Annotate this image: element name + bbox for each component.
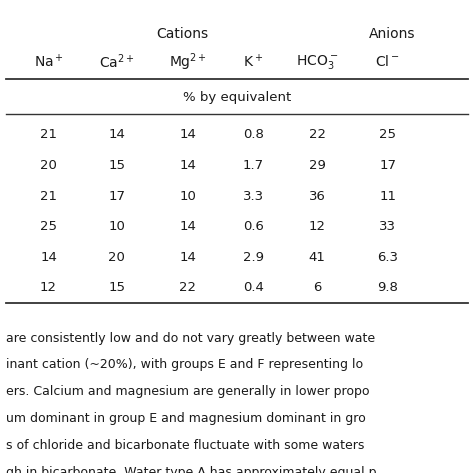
Text: 14: 14 [109,128,125,141]
Text: Na$^+$: Na$^+$ [34,53,64,71]
Text: s of chloride and bicarbonate fluctuate with some waters: s of chloride and bicarbonate fluctuate … [6,439,365,452]
Text: 14: 14 [179,128,196,141]
Text: 14: 14 [179,159,196,172]
Text: 22: 22 [179,282,196,294]
Text: 12: 12 [309,220,326,233]
Text: 10: 10 [109,220,125,233]
Text: 21: 21 [40,190,57,202]
Text: 3.3: 3.3 [243,190,264,202]
Text: 6.3: 6.3 [377,251,398,264]
Text: 25: 25 [379,128,396,141]
Text: K$^+$: K$^+$ [244,53,264,71]
Text: 6: 6 [313,282,321,294]
Text: Cations: Cations [157,27,209,41]
Text: gh in bicarbonate. Water type A has approximately equal p: gh in bicarbonate. Water type A has appr… [6,466,377,474]
Text: 21: 21 [40,128,57,141]
Text: Ca$^{2+}$: Ca$^{2+}$ [99,53,135,71]
Text: 11: 11 [379,190,396,202]
Text: % by equivalent: % by equivalent [183,91,291,104]
Text: are consistently low and do not vary greatly between wate: are consistently low and do not vary gre… [6,331,375,345]
Text: HCO$_3^-$: HCO$_3^-$ [296,53,338,71]
Text: 36: 36 [309,190,326,202]
Text: 20: 20 [40,159,57,172]
Text: 9.8: 9.8 [377,282,398,294]
Text: 33: 33 [379,220,396,233]
Text: inant cation (~20%), with groups E and F representing lo: inant cation (~20%), with groups E and F… [6,358,363,372]
Text: 20: 20 [109,251,125,264]
Text: 14: 14 [179,220,196,233]
Text: 17: 17 [109,190,125,202]
Text: 10: 10 [179,190,196,202]
Text: 2.9: 2.9 [243,251,264,264]
Text: 22: 22 [309,128,326,141]
Text: 14: 14 [40,251,57,264]
Text: Mg$^{2+}$: Mg$^{2+}$ [169,51,207,73]
Text: um dominant in group E and magnesium dominant in gro: um dominant in group E and magnesium dom… [6,412,366,425]
Text: 25: 25 [40,220,57,233]
Text: Cl$^-$: Cl$^-$ [375,55,400,69]
Text: 0.8: 0.8 [243,128,264,141]
Text: 14: 14 [179,251,196,264]
Text: 0.6: 0.6 [243,220,264,233]
Text: ers. Calcium and magnesium are generally in lower propo: ers. Calcium and magnesium are generally… [6,385,370,398]
Text: 29: 29 [309,159,326,172]
Text: 17: 17 [379,159,396,172]
Text: Anions: Anions [369,27,416,41]
Text: 1.7: 1.7 [243,159,264,172]
Text: 41: 41 [309,251,326,264]
Text: 15: 15 [109,159,125,172]
Text: 15: 15 [109,282,125,294]
Text: 0.4: 0.4 [243,282,264,294]
Text: 12: 12 [40,282,57,294]
